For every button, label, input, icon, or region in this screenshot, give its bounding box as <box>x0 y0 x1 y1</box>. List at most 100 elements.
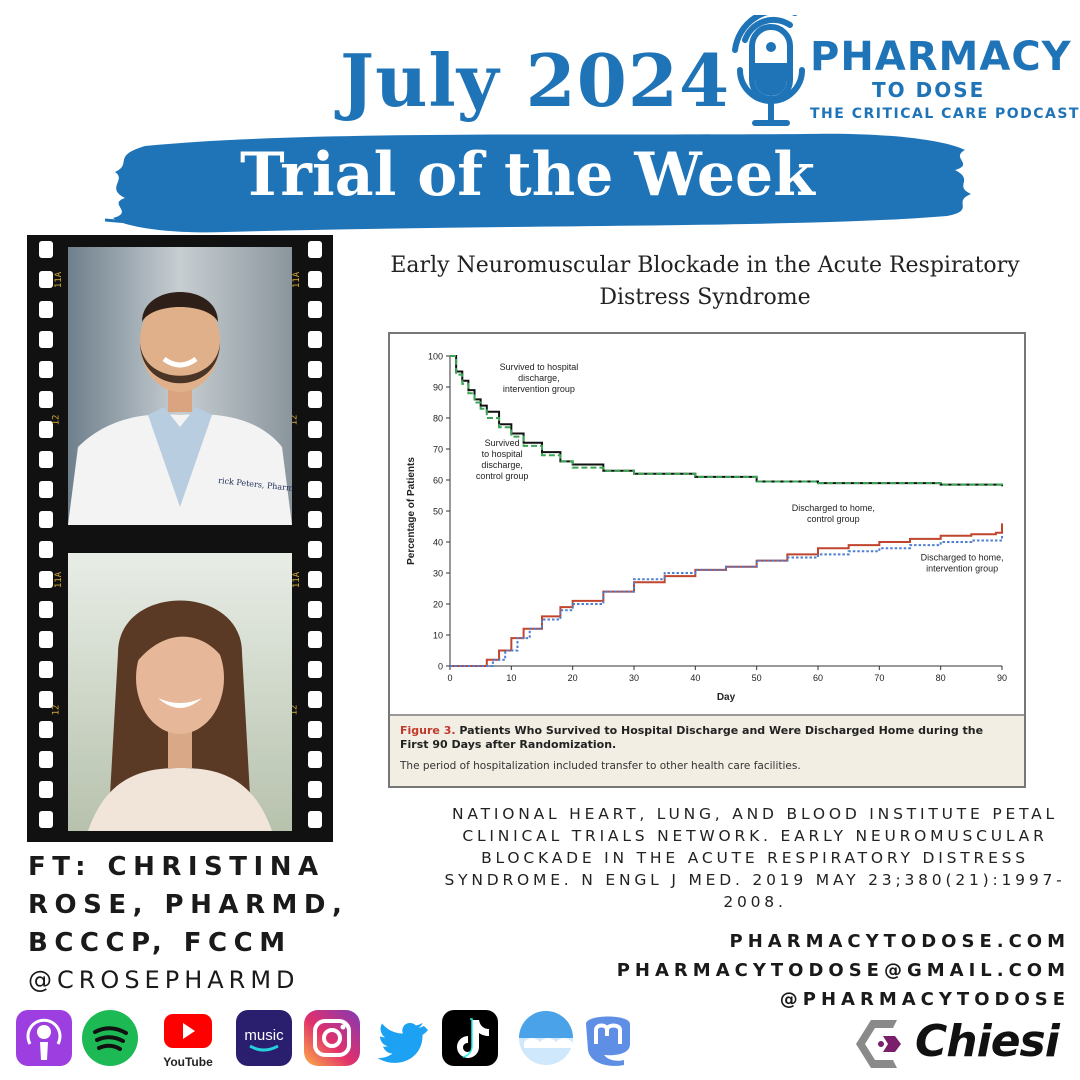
film-perforation <box>308 361 322 378</box>
figure-note: The period of hospitalization included t… <box>400 760 801 772</box>
y-tick-label: 20 <box>433 600 443 610</box>
y-tick-label: 80 <box>433 414 443 424</box>
film-edge-mark: 11A <box>54 571 65 589</box>
header-date: July 2024 <box>340 38 731 123</box>
film-perforation <box>39 541 53 558</box>
film-perforation <box>39 481 53 498</box>
figure-caption-text: Patients Who Survived to Hospital Discha… <box>400 724 984 751</box>
guest-photo <box>68 553 292 831</box>
y-tick-label: 100 <box>428 352 443 362</box>
contact-block: PHARMACYTODOSE.COM PHARMACYTODOSE@GMAIL.… <box>540 927 1070 1014</box>
film-perforation <box>308 691 322 708</box>
film-perforation <box>39 361 53 378</box>
apple-podcasts-icon[interactable] <box>16 1010 72 1066</box>
mastodon-icon[interactable] <box>586 1016 630 1066</box>
film-perforation <box>39 241 53 258</box>
film-perforation <box>39 721 53 738</box>
x-tick-label: 70 <box>874 673 884 683</box>
tiktok-icon[interactable] <box>442 1010 498 1066</box>
film-perforation <box>39 571 53 588</box>
x-tick-label: 60 <box>813 673 823 683</box>
y-tick-label: 60 <box>433 476 443 486</box>
bluesky-icon[interactable] <box>519 1011 573 1065</box>
guest-credentials: FT: CHRISTINA ROSE, PHARMD, BCCCP, FCCM <box>28 848 388 962</box>
logo-subtitle: TO DOSE <box>872 78 986 102</box>
film-perforation <box>308 601 322 618</box>
svg-text:YouTube: YouTube <box>163 1055 213 1069</box>
x-tick-label: 10 <box>506 673 516 683</box>
banner-brush-stroke <box>105 133 971 233</box>
amazon-music-icon[interactable]: music <box>236 1010 292 1066</box>
film-edge-mark: 12 <box>51 414 62 426</box>
film-perforation <box>39 451 53 468</box>
film-perforation <box>39 811 53 828</box>
chiesi-logo-icon <box>856 1020 901 1068</box>
film-perforation <box>308 751 322 768</box>
film-perforation <box>39 691 53 708</box>
film-perforation <box>308 271 322 288</box>
film-perforation <box>308 631 322 648</box>
guest-handle[interactable]: @CROSEPHARMD <box>28 966 300 994</box>
film-edge-mark: 11A <box>292 571 303 589</box>
film-perforation <box>39 511 53 528</box>
spotify-icon[interactable] <box>82 1010 138 1066</box>
film-perforation <box>308 811 322 828</box>
youtube-icon[interactable]: YouTube <box>163 1014 213 1069</box>
y-tick-label: 70 <box>433 445 443 455</box>
film-strip: 11A 11A 12 12 11A 11A 12 12 rick Peters, PharmD <box>27 235 333 842</box>
x-tick-label: 0 <box>447 673 452 683</box>
y-tick-label: 0 <box>438 662 443 672</box>
svg-text:music: music <box>244 1027 284 1044</box>
x-tick-label: 50 <box>752 673 762 683</box>
chart-annotation: Survived to hospital discharge, interventi… <box>500 362 579 394</box>
film-perforation <box>39 601 53 618</box>
x-tick-label: 40 <box>690 673 700 683</box>
y-axis-label: Percentage of Patients <box>406 457 417 565</box>
film-perforation <box>39 391 53 408</box>
survival-chart: 0 10 20 30 40 50 60 70 80 90 100 0 10 20 30 40 50 60 70 80 9… <box>406 352 1007 704</box>
twitter-icon[interactable] <box>377 1023 429 1063</box>
film-perforation <box>39 661 53 678</box>
citation: National Heart, Lung, and Blood Institut… <box>444 805 1066 911</box>
film-perforation <box>39 271 53 288</box>
film-perforation <box>39 331 53 348</box>
social-handle[interactable]: @PHARMACYTODOSE <box>779 989 1070 1010</box>
film-perforation <box>308 661 322 678</box>
figure-caption: Figure 3. Patients Who Survived to Hospi… <box>400 724 1010 752</box>
film-perforation <box>308 781 322 798</box>
film-perforation <box>39 421 53 438</box>
figure-label: Figure 3. <box>400 724 456 737</box>
film-perforation <box>308 451 322 468</box>
y-tick-label: 40 <box>433 538 443 548</box>
film-perforation <box>308 241 322 258</box>
guest-line: BCCCP, FCCM <box>28 928 292 958</box>
series-line <box>450 355 1003 487</box>
figure-caption-box: Figure 3. Patients Who Survived to Hospi… <box>390 714 1024 786</box>
chart-annotation: Survived to hospital discharge, control gro… <box>476 438 529 481</box>
guest-line: FT: CHRISTINA <box>28 852 325 882</box>
series-line <box>450 535 1003 667</box>
x-tick-label: 90 <box>997 673 1007 683</box>
y-tick-label: 10 <box>433 631 443 641</box>
sponsor-name: Chiesi <box>915 1016 1060 1067</box>
logo-title: PHARMACY <box>810 34 1072 80</box>
film-perforation <box>308 421 322 438</box>
film-perforation <box>308 571 322 588</box>
film-perforation <box>308 331 322 348</box>
email-link[interactable]: PHARMACYTODOSE@GMAIL.COM <box>616 960 1070 981</box>
film-edge-mark: 12 <box>51 704 62 716</box>
instagram-icon[interactable] <box>304 1010 360 1066</box>
film-edge-mark: 11A <box>54 271 65 289</box>
website-link[interactable]: PHARMACYTODOSE.COM <box>729 931 1070 952</box>
film-perforation <box>308 721 322 738</box>
film-perforation <box>308 391 322 408</box>
logo-tagline: THE CRITICAL CARE PODCAST <box>810 106 1080 122</box>
x-axis-label: Day <box>717 692 736 703</box>
film-perforation <box>308 541 322 558</box>
film-perforation <box>39 751 53 768</box>
figure-panel: 0 10 20 30 40 50 60 70 80 90 100 0 10 20 30 40 50 60 70 80 9… <box>388 332 1026 788</box>
film-perforation <box>308 301 322 318</box>
host-photo: rick Peters, PharmD <box>68 247 292 525</box>
x-tick-label: 80 <box>936 673 946 683</box>
sponsor-logo: Chiesi <box>853 1016 1073 1072</box>
